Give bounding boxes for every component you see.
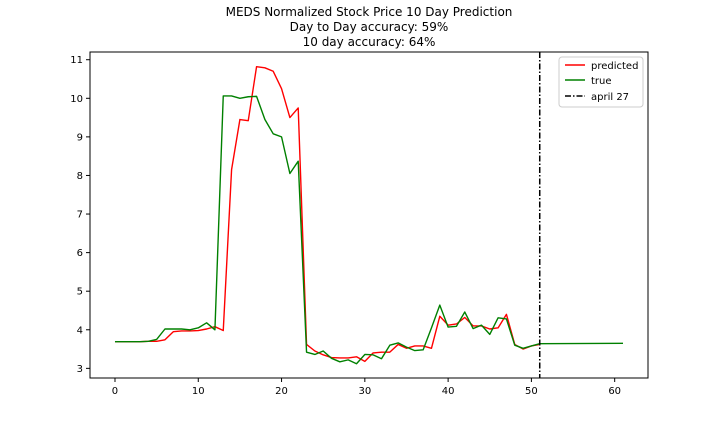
legend-label-april-27: april 27 bbox=[591, 92, 629, 103]
x-tick-label: 0 bbox=[112, 386, 118, 397]
x-axis: 0 10 20 30 40 50 60 bbox=[112, 378, 621, 397]
y-axis: 3 4 5 6 7 8 9 10 11 bbox=[70, 55, 90, 375]
title-line-2: Day to Day accuracy: 59% bbox=[290, 20, 449, 34]
plot-frame bbox=[89, 51, 649, 379]
title-line-3: 10 day accuracy: 64% bbox=[303, 35, 436, 49]
legend-box bbox=[558, 56, 644, 108]
y-tick-label: 8 bbox=[77, 171, 83, 182]
x-tick-label: 20 bbox=[275, 386, 288, 397]
chart-title: MEDS Normalized Stock Price 10 Day Predi… bbox=[226, 5, 513, 49]
title-line-1: MEDS Normalized Stock Price 10 Day Predi… bbox=[226, 5, 513, 19]
y-tick-label: 6 bbox=[77, 248, 83, 259]
y-tick-label: 10 bbox=[70, 94, 83, 105]
x-tick-label: 30 bbox=[358, 386, 371, 397]
x-tick-label: 50 bbox=[525, 386, 538, 397]
y-tick-label: 5 bbox=[77, 287, 83, 298]
series-line-true bbox=[114, 95, 624, 365]
x-tick-label: 40 bbox=[442, 386, 455, 397]
x-tick-label: 10 bbox=[192, 386, 205, 397]
y-tick-label: 9 bbox=[77, 132, 83, 143]
x-tick-label: 60 bbox=[608, 386, 621, 397]
y-tick-label: 3 bbox=[77, 364, 83, 375]
y-tick-label: 11 bbox=[70, 55, 83, 66]
plot-area bbox=[114, 52, 624, 378]
legend-label-true: true bbox=[591, 76, 612, 87]
legend: predicted true april 27 bbox=[558, 56, 644, 108]
legend-label-predicted: predicted bbox=[591, 61, 638, 72]
y-tick-label: 7 bbox=[77, 210, 83, 221]
y-tick-label: 4 bbox=[77, 325, 83, 336]
series-line-predicted bbox=[114, 65, 540, 363]
